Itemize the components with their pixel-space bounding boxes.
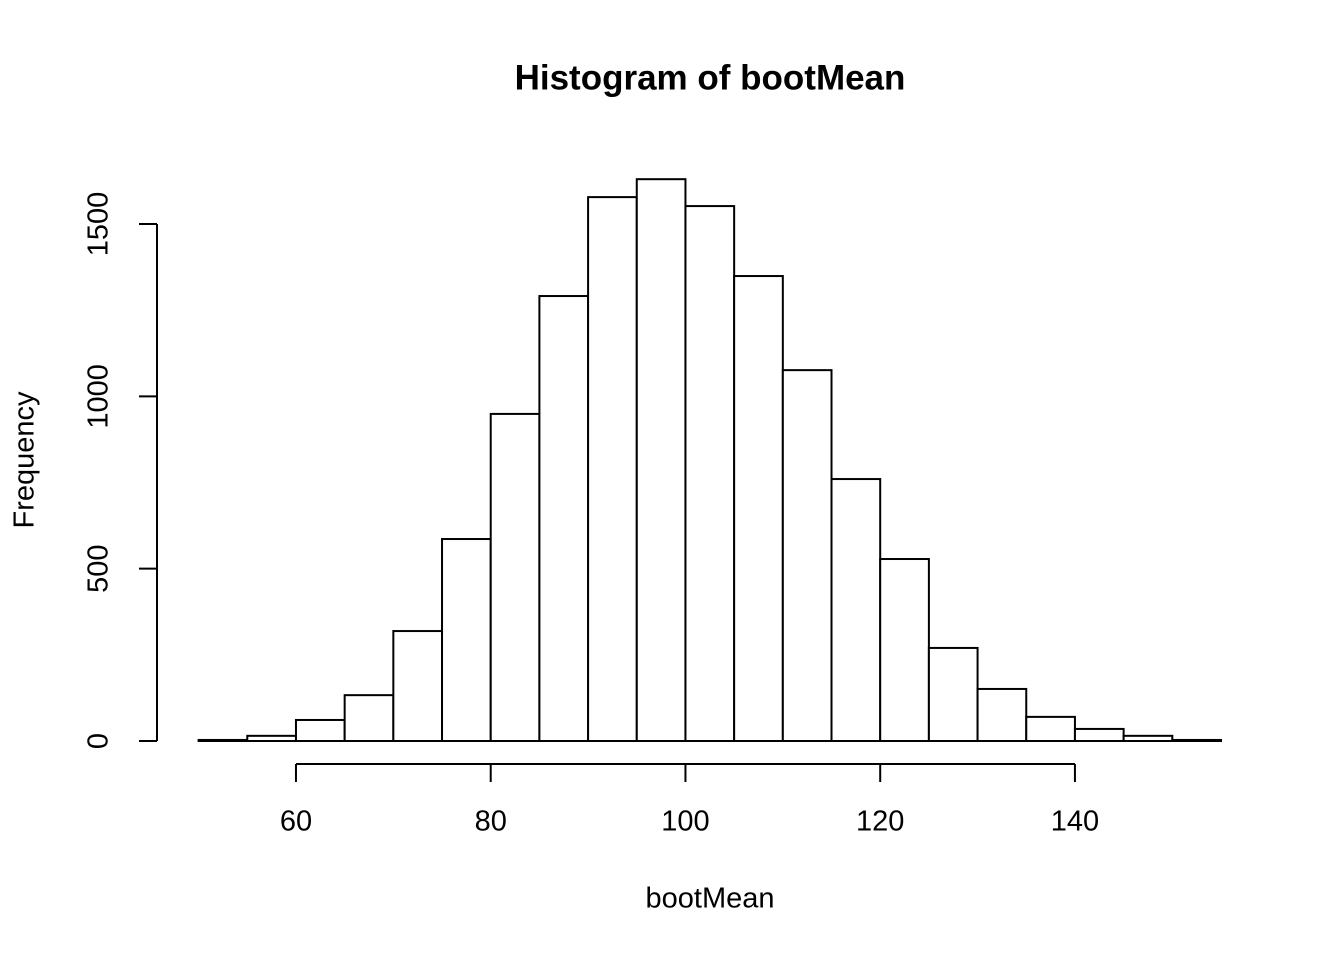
bar bbox=[246, 734, 297, 743]
y-axis-label: Frequency bbox=[9, 391, 41, 529]
bar bbox=[441, 538, 492, 742]
x-tick-label: 140 bbox=[1051, 806, 1099, 838]
bar bbox=[343, 694, 395, 743]
bar bbox=[294, 718, 346, 743]
x-tick-label: 60 bbox=[280, 806, 312, 838]
y-tick-label: 1500 bbox=[83, 192, 115, 257]
bar bbox=[489, 412, 541, 742]
bar bbox=[197, 738, 249, 743]
bar bbox=[976, 687, 1028, 742]
bar bbox=[587, 196, 638, 742]
bar bbox=[927, 646, 979, 742]
chart-title: Histogram of bootMean bbox=[515, 58, 906, 97]
bar bbox=[1171, 738, 1223, 743]
bar bbox=[733, 275, 784, 742]
bar bbox=[1073, 727, 1125, 742]
bar bbox=[392, 630, 444, 742]
bar bbox=[684, 205, 736, 742]
y-tick-label: 1000 bbox=[83, 364, 115, 429]
bar bbox=[781, 369, 833, 742]
y-tick-label: 0 bbox=[83, 733, 115, 749]
x-tick-label: 100 bbox=[661, 806, 709, 838]
x-axis-label: bootMean bbox=[646, 883, 775, 915]
x-tick-label: 80 bbox=[475, 806, 507, 838]
bar bbox=[830, 478, 882, 742]
bar bbox=[635, 178, 687, 742]
bar bbox=[1025, 715, 1076, 743]
bar bbox=[879, 558, 930, 742]
bar bbox=[1122, 734, 1174, 743]
y-tick-label: 500 bbox=[83, 544, 115, 592]
x-tick-label: 120 bbox=[856, 806, 904, 838]
bar bbox=[538, 295, 590, 742]
